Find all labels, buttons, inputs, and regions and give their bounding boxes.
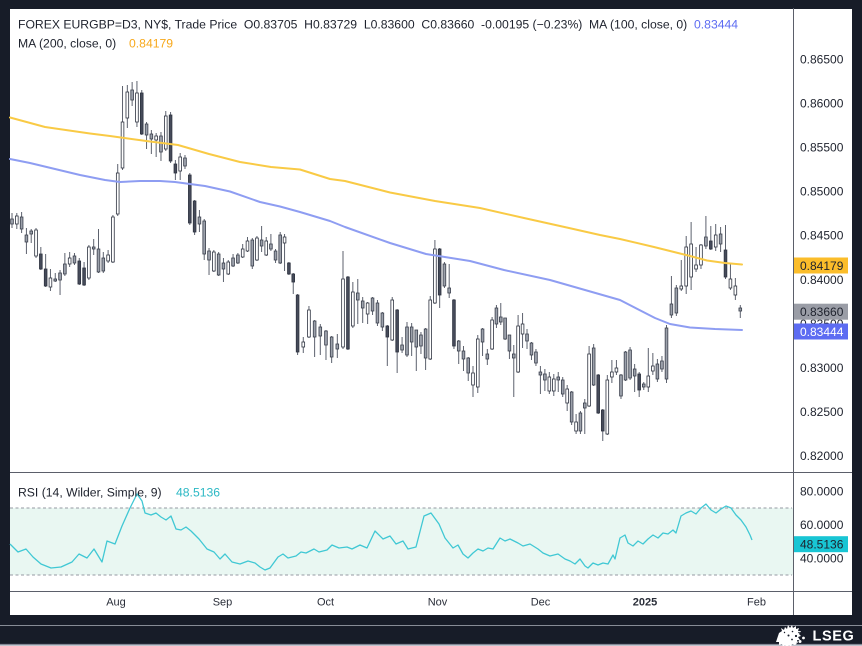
svg-text:Dec: Dec — [531, 597, 551, 609]
svg-text:FOREX EURGBP=D3, NY$, Trade Pr: FOREX EURGBP=D3, NY$, Trade Price O0.837… — [18, 18, 582, 32]
svg-text:0.83444: 0.83444 — [800, 325, 844, 339]
svg-text:LSEG: LSEG — [813, 629, 855, 645]
svg-text:2025: 2025 — [633, 597, 657, 609]
svg-text:0.86500: 0.86500 — [800, 52, 844, 66]
svg-text:48.5136: 48.5136 — [176, 486, 220, 500]
svg-text:0.82000: 0.82000 — [800, 449, 844, 463]
svg-text:0.84500: 0.84500 — [800, 229, 844, 243]
svg-text:0.84000: 0.84000 — [800, 273, 844, 287]
svg-text:0.84179: 0.84179 — [800, 259, 844, 273]
svg-text:0.86000: 0.86000 — [800, 96, 844, 110]
svg-text:MA (200, close, 0): MA (200, close, 0) — [18, 37, 116, 51]
svg-text:48.5136: 48.5136 — [800, 538, 844, 552]
svg-text:0.82500: 0.82500 — [800, 405, 844, 419]
svg-text:80.0000: 80.0000 — [800, 484, 844, 498]
svg-text:0.83000: 0.83000 — [800, 361, 844, 375]
svg-text:RSI (14, Wilder, Simple, 9): RSI (14, Wilder, Simple, 9) — [18, 486, 162, 500]
svg-text:60.0000: 60.0000 — [800, 518, 844, 532]
svg-text:Feb: Feb — [747, 597, 766, 609]
svg-text:MA (100, close, 0): MA (100, close, 0) — [589, 18, 687, 32]
svg-text:0.83660: 0.83660 — [800, 305, 844, 319]
svg-text:Aug: Aug — [106, 597, 126, 609]
svg-text:Oct: Oct — [317, 597, 334, 609]
svg-text:40.0000: 40.0000 — [800, 551, 844, 565]
svg-text:0.84179: 0.84179 — [129, 37, 173, 51]
svg-text:0.85500: 0.85500 — [800, 141, 844, 155]
svg-text:0.85000: 0.85000 — [800, 185, 844, 199]
svg-text:Nov: Nov — [428, 597, 448, 609]
svg-text:Sep: Sep — [213, 597, 233, 609]
svg-text:0.83444: 0.83444 — [694, 18, 738, 32]
